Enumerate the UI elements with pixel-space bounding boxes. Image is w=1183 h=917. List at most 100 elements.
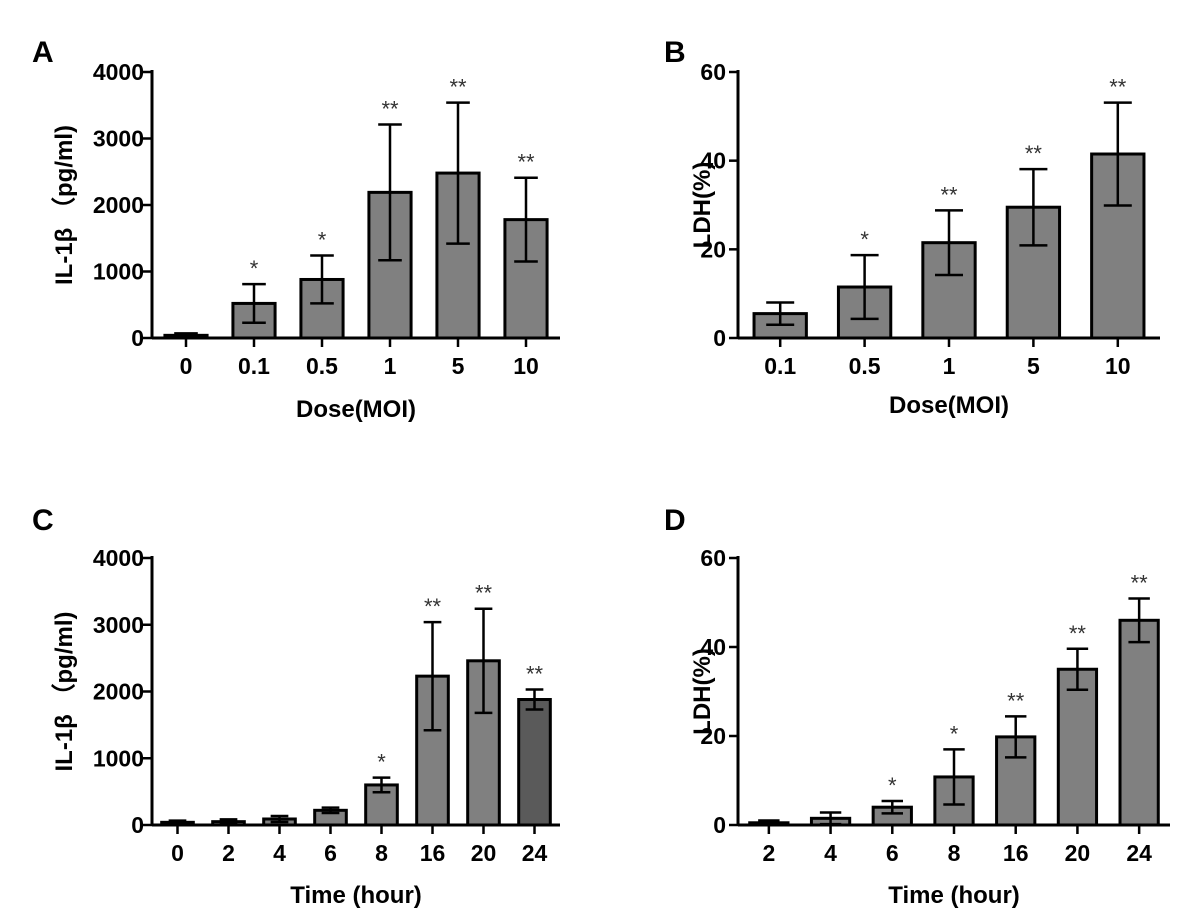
significance-label: ** xyxy=(517,150,535,175)
bar-group: ** xyxy=(517,661,552,827)
x-axis-title: Time (hour) xyxy=(888,882,1020,909)
panel-letter: C xyxy=(32,504,54,537)
bar-group: * xyxy=(231,256,277,340)
bar-group: ** xyxy=(435,75,481,340)
x-tick-label: 6 xyxy=(886,840,899,866)
y-axis-title: LDH(%) xyxy=(689,648,716,735)
bar-group: ** xyxy=(415,594,450,827)
x-tick-label: 0.5 xyxy=(849,353,881,379)
x-tick-label: 10 xyxy=(513,353,539,379)
y-axis-title: IL-1β （pg/ml) xyxy=(51,612,78,772)
significance-label: ** xyxy=(424,594,442,619)
significance-label: ** xyxy=(940,182,958,207)
significance-label: ** xyxy=(1109,75,1127,100)
y-tick-label: 4000 xyxy=(93,545,144,571)
y-axis-title: IL-1β （pg/ml) xyxy=(51,125,78,285)
x-tick-label: 2 xyxy=(222,840,235,866)
bar-group xyxy=(809,811,852,827)
y-tick-label: 20 xyxy=(700,236,726,262)
y-tick-label: 0 xyxy=(131,325,144,351)
y-tick-label: 0 xyxy=(131,812,144,838)
x-tick-label: 1 xyxy=(943,353,956,379)
x-tick-label: 24 xyxy=(1126,840,1152,866)
x-tick-label: 20 xyxy=(1065,840,1091,866)
y-tick-label: 0 xyxy=(713,812,726,838)
panel-letter: D xyxy=(664,504,686,537)
bar-group xyxy=(211,818,246,827)
x-tick-label: 0.5 xyxy=(306,353,338,379)
x-tick-label: 8 xyxy=(948,840,961,866)
x-tick-label: 0.1 xyxy=(238,353,270,379)
x-tick-label: 16 xyxy=(1003,840,1029,866)
significance-label: ** xyxy=(1025,141,1043,166)
bar xyxy=(1118,618,1160,827)
y-tick-label: 1000 xyxy=(93,745,144,771)
bar-group: * xyxy=(299,228,345,340)
bar-group: ** xyxy=(1090,75,1146,340)
y-tick-label: 20 xyxy=(700,723,726,749)
significance-label: * xyxy=(318,228,327,253)
significance-label: ** xyxy=(449,75,467,100)
x-tick-label: 20 xyxy=(471,840,497,866)
y-tick-label: 2000 xyxy=(93,192,144,218)
y-axis-title: LDH(%) xyxy=(689,162,716,249)
y-tick-label: 3000 xyxy=(93,126,144,152)
bar-group xyxy=(160,819,195,827)
y-tick-label: 0 xyxy=(713,325,726,351)
x-tick-label: 10 xyxy=(1105,353,1131,379)
y-tick-label: 40 xyxy=(700,148,726,174)
x-tick-label: 0 xyxy=(171,840,184,866)
bar-group: ** xyxy=(1005,141,1062,340)
significance-label: * xyxy=(250,256,259,281)
x-tick-label: 1 xyxy=(384,353,397,379)
bar-group xyxy=(262,814,297,827)
significance-label: * xyxy=(888,773,897,798)
x-tick-label: 4 xyxy=(273,840,286,866)
significance-label: ** xyxy=(1069,621,1087,646)
panel-letter: A xyxy=(32,36,54,69)
x-tick-label: 6 xyxy=(324,840,337,866)
x-tick-label: 8 xyxy=(375,840,388,866)
y-tick-label: 60 xyxy=(700,545,726,571)
bar-group: ** xyxy=(1118,570,1160,827)
bar-group: ** xyxy=(1056,621,1099,827)
x-axis-title: Dose(MOI) xyxy=(296,396,416,423)
significance-label: ** xyxy=(1131,570,1149,595)
bar-group xyxy=(163,332,209,340)
x-tick-label: 0 xyxy=(180,353,193,379)
bar-group: * xyxy=(364,750,399,827)
bar-group: ** xyxy=(367,97,413,340)
x-tick-label: 2 xyxy=(762,840,775,866)
significance-label: ** xyxy=(1007,688,1025,713)
bar-group: * xyxy=(933,721,975,827)
x-axis-title: Dose(MOI) xyxy=(889,392,1009,419)
x-tick-label: 0.1 xyxy=(764,353,796,379)
x-tick-label: 5 xyxy=(1027,353,1040,379)
significance-label: ** xyxy=(475,581,493,606)
significance-label: * xyxy=(860,227,869,252)
panel-a: A 0 1000 2000 3000 4000 0 * 0.1 * 0.5 ** 1 ** 5 ** 10 Dos… xyxy=(32,36,560,423)
bar-group xyxy=(752,301,808,340)
bar xyxy=(1056,667,1099,827)
x-axis-title: Time (hour) xyxy=(290,882,422,909)
x-tick-label: 4 xyxy=(824,840,837,866)
bar-group xyxy=(748,819,790,827)
bar-group: * xyxy=(836,227,893,340)
bar-group: ** xyxy=(921,182,977,340)
panel-b: B 0 20 40 60 0.1 * 0.5 ** 1 ** 5 ** 10 Dose(MOI) LDH(%) xyxy=(664,36,1160,419)
x-tick-label: 24 xyxy=(522,840,548,866)
x-tick-label: 5 xyxy=(452,353,465,379)
bar-group: ** xyxy=(503,150,549,340)
panel-letter: B xyxy=(664,36,686,69)
y-tick-label: 2000 xyxy=(93,679,144,705)
bar xyxy=(517,698,552,827)
bar-group xyxy=(313,806,348,827)
bar-group: * xyxy=(871,773,913,827)
y-tick-label: 1000 xyxy=(93,259,144,285)
y-tick-label: 40 xyxy=(700,634,726,660)
x-tick-label: 16 xyxy=(420,840,446,866)
bar-group: ** xyxy=(466,581,501,827)
